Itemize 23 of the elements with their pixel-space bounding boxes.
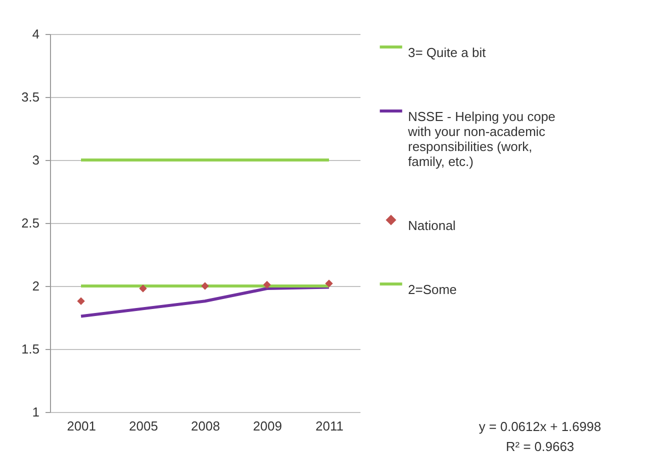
y-tick-label: 4 bbox=[32, 26, 40, 42]
y-tick-label: 1 bbox=[32, 404, 40, 420]
text: R² = 0.9663 bbox=[506, 439, 574, 454]
x-tick-label: 2001 bbox=[67, 418, 96, 434]
x-tick-label: 2009 bbox=[253, 418, 282, 434]
legend-label: 3= Quite a bit bbox=[408, 45, 486, 60]
y-tick-label: 2 bbox=[32, 278, 40, 294]
legend-label: 2=Some bbox=[408, 282, 457, 297]
point bbox=[263, 280, 271, 289]
x-tick-label: 2011 bbox=[316, 418, 344, 434]
y-tick-label: 2.5 bbox=[21, 216, 40, 230]
point bbox=[201, 282, 209, 290]
y-tick-label: 3.5 bbox=[21, 90, 40, 104]
point bbox=[325, 280, 333, 288]
legend-label: NSSE - Helping you cope with your non-academic responsibilities (work, family, etc.) bbox=[407, 109, 556, 169]
y-tick-label: 1.5 bbox=[21, 342, 40, 356]
point bbox=[139, 284, 147, 292]
x-tick-label: 2008 bbox=[191, 418, 220, 434]
legend-label: National bbox=[408, 218, 456, 233]
x-tick-label: 2005 bbox=[129, 418, 158, 434]
y-tick-label: 3 bbox=[32, 152, 40, 168]
text: y = 0.0612x + 1.6998 bbox=[478, 419, 602, 434]
point bbox=[77, 297, 85, 305]
